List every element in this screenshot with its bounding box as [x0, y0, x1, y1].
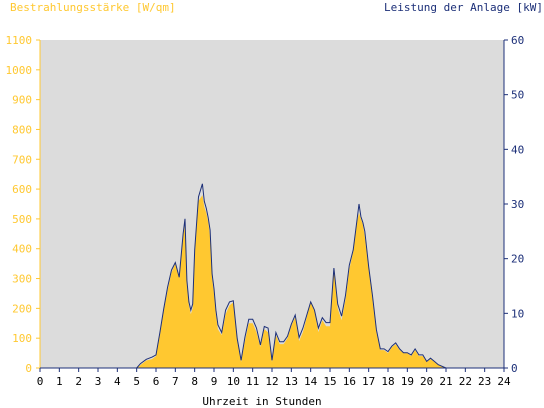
- x-tick-label: 15: [323, 375, 336, 388]
- left-axis: 0 100 200 300 400 500 600 700 800 900 1000 1100: [6, 34, 40, 375]
- x-tick-label: 2: [75, 375, 82, 388]
- left-tick-label: 700: [12, 153, 32, 166]
- x-tick-label: 9: [211, 375, 218, 388]
- x-tick-label: 12: [265, 375, 278, 388]
- x-tick-label: 21: [439, 375, 452, 388]
- x-tick-label: 22: [459, 375, 472, 388]
- left-tick-label: 800: [12, 123, 32, 136]
- x-tick-label: 0: [37, 375, 44, 388]
- right-tick-label: 20: [511, 253, 524, 266]
- right-axis-title: Leistung der Anlage [kW]: [384, 1, 543, 14]
- right-tick-label: 0: [511, 362, 518, 375]
- left-tick-label: 300: [12, 273, 32, 286]
- left-tick-label: 400: [12, 243, 32, 256]
- x-tick-label: 11: [246, 375, 259, 388]
- right-tick-label: 30: [511, 198, 524, 211]
- x-tick-label: 18: [381, 375, 394, 388]
- power-line: [40, 183, 504, 369]
- left-tick-label: 1100: [6, 34, 33, 47]
- x-tick-label: 13: [285, 375, 298, 388]
- right-axis: 0 10 20 30 40 50 60: [504, 34, 524, 375]
- x-tick-label: 19: [401, 375, 414, 388]
- right-tick-label: 60: [511, 34, 524, 47]
- right-tick-label: 40: [511, 143, 524, 156]
- x-axis: 0 1 2 3 4 5 6 7 8 9 10 11 12 13 14 15 16 17 18 19 20 21 22 23 24: [37, 368, 511, 388]
- left-axis-title: Bestrahlungsstärke [W/qm]: [10, 1, 176, 14]
- left-tick-label: 1000: [6, 64, 33, 77]
- x-tick-label: 17: [362, 375, 375, 388]
- x-tick-label: 23: [478, 375, 491, 388]
- x-tick-label: 14: [304, 375, 318, 388]
- right-tick-label: 50: [511, 89, 524, 102]
- x-tick-label: 20: [420, 375, 433, 388]
- plot-background: [40, 40, 504, 368]
- left-tick-label: 500: [12, 213, 32, 226]
- left-tick-label: 0: [25, 362, 32, 375]
- x-axis-label: Uhrzeit in Stunden: [202, 395, 321, 408]
- x-tick-label: 1: [56, 375, 63, 388]
- right-tick-label: 10: [511, 307, 524, 320]
- x-tick-label: 24: [497, 375, 511, 388]
- x-tick-label: 7: [172, 375, 179, 388]
- x-tick-label: 10: [227, 375, 240, 388]
- x-tick-label: 16: [343, 375, 356, 388]
- x-tick-label: 6: [153, 375, 160, 388]
- left-tick-label: 600: [12, 183, 32, 196]
- left-tick-label: 900: [12, 94, 32, 107]
- left-tick-label: 100: [12, 332, 32, 345]
- x-tick-label: 3: [95, 375, 102, 388]
- x-tick-label: 4: [114, 375, 121, 388]
- left-tick-label: 200: [12, 302, 32, 315]
- x-tick-label: 8: [191, 375, 198, 388]
- x-tick-label: 5: [133, 375, 140, 388]
